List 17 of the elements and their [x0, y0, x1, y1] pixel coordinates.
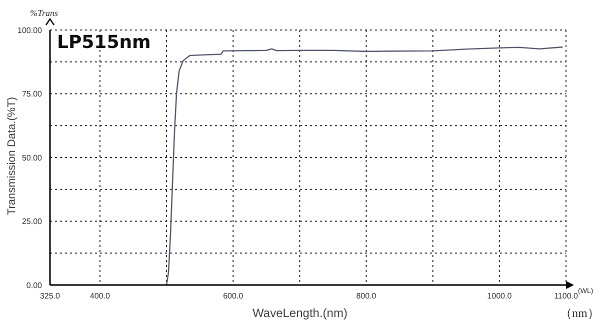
y-tick-label: 50.00 — [22, 153, 43, 162]
text: （nm） — [560, 305, 600, 322]
y-axis-title: Transmission Data.(%T) — [6, 96, 18, 218]
x-tick-label: 800.0 — [356, 292, 377, 301]
x-tick-label: 1100.0 — [554, 292, 578, 301]
text: %Trans — [30, 8, 58, 18]
y-tick-label: 100.00 — [18, 26, 43, 35]
x-tick-label: 325.0 — [40, 292, 61, 301]
y-tick-label: 75.00 — [22, 90, 43, 99]
x-axis-title: WaveLength.(nm) — [252, 306, 348, 320]
x-tick-label: 600.0 — [223, 292, 244, 301]
annotation: LP515nm — [57, 32, 151, 53]
x-tick-label: 1000.0 — [487, 292, 512, 301]
x-tick-label: 400.0 — [90, 292, 110, 301]
y-tick-label: 25.00 — [22, 217, 43, 226]
y-tick-label: 0.00 — [26, 280, 43, 290]
line-series — [166, 46, 564, 285]
